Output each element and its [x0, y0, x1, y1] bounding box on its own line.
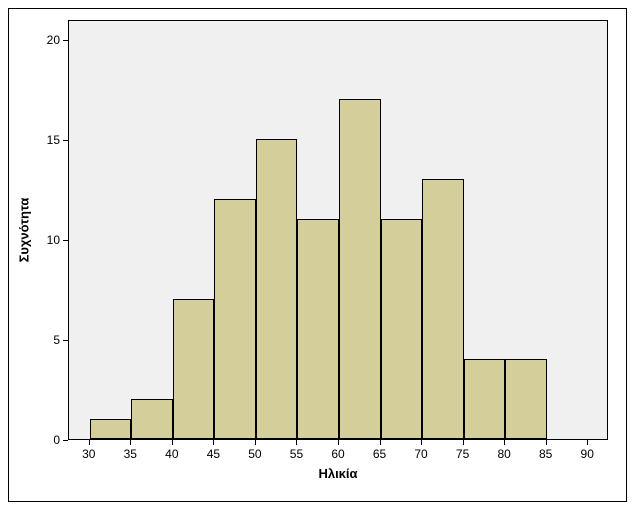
x-tick-label: 65 — [373, 447, 386, 461]
x-tick-label: 85 — [539, 447, 552, 461]
y-axis-title: Συχνότητα — [17, 198, 32, 263]
histogram-bar — [422, 179, 464, 439]
histogram-bar — [464, 359, 506, 439]
x-tick-label: 75 — [456, 447, 469, 461]
x-tick — [338, 440, 339, 445]
x-tick-label: 40 — [165, 447, 178, 461]
x-tick-label: 50 — [248, 447, 261, 461]
y-tick-label: 5 — [40, 333, 60, 347]
histogram-bar — [256, 139, 298, 439]
x-tick-label: 70 — [414, 447, 427, 461]
x-tick — [463, 440, 464, 445]
y-tick-label: 0 — [40, 433, 60, 447]
histogram-bar — [381, 219, 423, 439]
x-tick — [213, 440, 214, 445]
x-tick — [421, 440, 422, 445]
y-tick — [63, 340, 68, 341]
x-tick — [587, 440, 588, 445]
y-tick-label: 10 — [40, 233, 60, 247]
x-tick — [546, 440, 547, 445]
histogram-bar — [297, 219, 339, 439]
x-tick-label: 60 — [331, 447, 344, 461]
y-tick-label: 15 — [40, 133, 60, 147]
x-axis-title: Ηλικία — [68, 466, 608, 481]
x-tick — [255, 440, 256, 445]
x-tick-label: 90 — [581, 447, 594, 461]
y-tick — [63, 440, 68, 441]
x-tick — [89, 440, 90, 445]
histogram-bar — [173, 299, 215, 439]
histogram-chart: Συχνότητα Ηλικία 30354045505560657075808… — [0, 0, 635, 510]
y-tick-label: 20 — [40, 33, 60, 47]
y-tick — [63, 240, 68, 241]
histogram-bar — [339, 99, 381, 439]
x-tick — [172, 440, 173, 445]
histogram-bar — [214, 199, 256, 439]
histogram-bar — [505, 359, 547, 439]
y-tick — [63, 140, 68, 141]
x-tick-label: 35 — [124, 447, 137, 461]
x-tick — [380, 440, 381, 445]
y-tick — [63, 40, 68, 41]
histogram-bar — [131, 399, 173, 439]
x-tick — [504, 440, 505, 445]
plot-area — [68, 20, 608, 440]
histogram-bar — [90, 419, 132, 439]
x-tick — [296, 440, 297, 445]
x-tick-label: 45 — [207, 447, 220, 461]
x-tick-label: 55 — [290, 447, 303, 461]
x-tick — [130, 440, 131, 445]
x-tick-label: 80 — [497, 447, 510, 461]
x-tick-label: 30 — [82, 447, 95, 461]
